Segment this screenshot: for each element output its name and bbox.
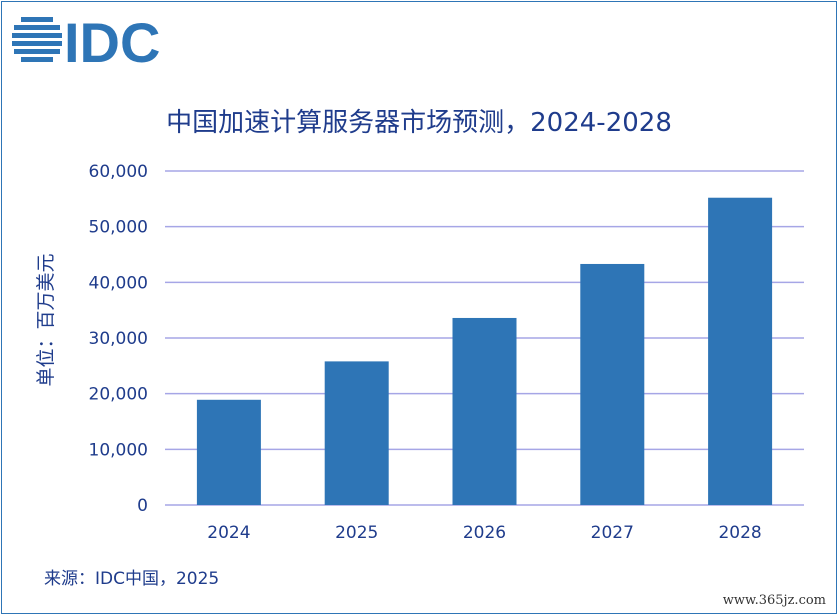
bar-2027 — [580, 263, 645, 505]
y-tick-label: 20,000 — [89, 385, 148, 405]
x-tick-label: 2024 — [207, 523, 250, 543]
bar-2026 — [452, 317, 517, 505]
chart-title: 中国加速计算服务器市场预测，2024-2028 — [166, 108, 672, 138]
y-tick-label: 30,000 — [89, 329, 148, 349]
watermark-text: www.365jz.com — [723, 593, 826, 608]
bar-2025 — [324, 361, 389, 505]
y-tick-label: 60,000 — [89, 162, 148, 182]
logo-wordmark: IDC — [64, 11, 160, 74]
bar-2024 — [196, 399, 261, 505]
bar-2028 — [708, 197, 773, 505]
x-axis-ticks: 2024 2025 2026 2027 2028 — [207, 523, 761, 543]
x-tick-label: 2026 — [463, 523, 506, 543]
x-tick-label: 2028 — [718, 523, 761, 543]
y-axis-label: 单位：百万美元 — [35, 253, 57, 386]
y-tick-label: 0 — [137, 496, 148, 516]
grid-lines — [165, 170, 804, 506]
y-tick-label: 10,000 — [89, 440, 148, 460]
idc-globe-icon — [12, 17, 62, 62]
y-axis-ticks: 0 10,000 20,000 30,000 40,000 50,000 60,000 — [89, 162, 148, 516]
source-note: 来源：IDC中国，2025 — [44, 569, 219, 589]
bars — [196, 197, 773, 505]
idc-logo: IDC — [12, 11, 160, 74]
x-tick-label: 2025 — [335, 523, 378, 543]
y-tick-label: 50,000 — [89, 218, 148, 238]
x-tick-label: 2027 — [591, 523, 634, 543]
y-tick-label: 40,000 — [89, 273, 148, 293]
